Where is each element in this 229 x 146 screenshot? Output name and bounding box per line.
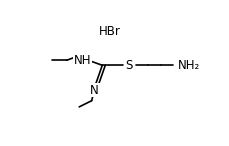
Text: HBr: HBr — [98, 25, 120, 38]
Text: NH: NH — [74, 54, 92, 67]
Text: N: N — [90, 84, 99, 97]
Text: S: S — [125, 59, 133, 72]
Text: NH₂: NH₂ — [178, 59, 200, 72]
